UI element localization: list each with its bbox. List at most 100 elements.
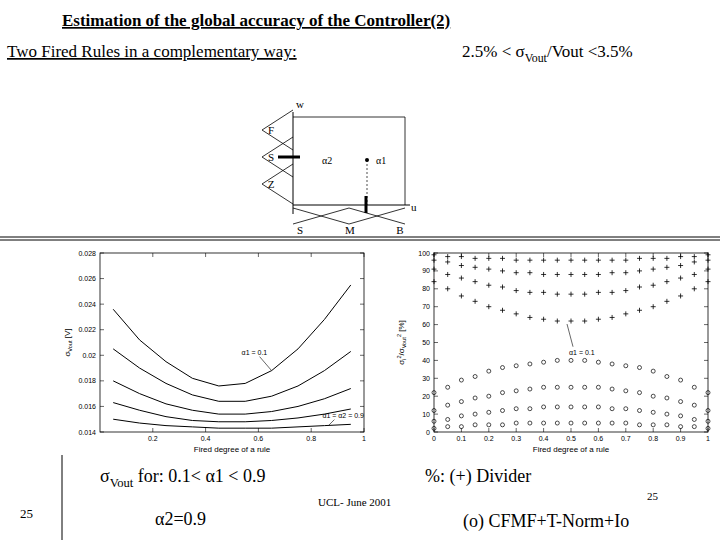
x-tick-label: 0.2 bbox=[148, 435, 158, 442]
plus-marker bbox=[706, 258, 711, 263]
y-tick-label: 10 bbox=[422, 411, 430, 418]
x-tick bbox=[205, 428, 206, 432]
plus-marker bbox=[527, 290, 532, 295]
page-number: 25 bbox=[20, 506, 33, 521]
output-set-label: F bbox=[268, 124, 274, 136]
circle-marker bbox=[583, 405, 587, 409]
circle-marker bbox=[542, 405, 546, 409]
circle-marker bbox=[665, 375, 669, 379]
input-set-label: M bbox=[345, 224, 355, 236]
output-set-shape bbox=[262, 110, 293, 150]
page-number: 25 bbox=[647, 490, 659, 502]
y-tick-label: 0.018 bbox=[78, 377, 96, 384]
x-tick-label: 0.4 bbox=[539, 435, 549, 442]
plus-marker bbox=[637, 308, 642, 313]
plus-marker bbox=[651, 283, 656, 288]
plus-marker bbox=[623, 258, 628, 263]
circle-marker bbox=[569, 385, 573, 389]
circle-marker bbox=[679, 378, 683, 382]
plus-marker bbox=[514, 258, 519, 263]
y-tick bbox=[360, 304, 364, 305]
plus-marker bbox=[500, 256, 505, 261]
output-set-label: Z bbox=[268, 178, 275, 190]
circle-marker bbox=[596, 360, 600, 364]
y-tick bbox=[434, 360, 438, 361]
x-tick bbox=[625, 253, 626, 257]
annotation-arrow bbox=[260, 357, 272, 371]
x-tick bbox=[205, 253, 206, 257]
plus-marker bbox=[555, 319, 560, 324]
x-tick bbox=[543, 428, 544, 432]
y-tick bbox=[434, 253, 438, 254]
rule-box bbox=[293, 117, 405, 205]
y-tick bbox=[100, 304, 104, 305]
y-tick-label: 80 bbox=[422, 285, 430, 292]
circle-marker bbox=[501, 409, 505, 413]
plus-marker bbox=[610, 258, 615, 263]
plus-marker bbox=[473, 299, 478, 304]
circle-marker bbox=[514, 407, 518, 411]
circle-marker bbox=[446, 403, 450, 407]
title: Estimation of the global accuracy of the… bbox=[62, 11, 450, 30]
circle-marker bbox=[638, 366, 642, 370]
x-tick bbox=[708, 428, 709, 432]
plus-marker bbox=[596, 317, 601, 322]
y-tick bbox=[704, 270, 708, 271]
x-tick bbox=[516, 253, 517, 257]
left-caption-part: σ bbox=[100, 466, 110, 486]
circle-marker bbox=[583, 421, 587, 425]
x-tick-label: 0.8 bbox=[648, 435, 658, 442]
circle-marker bbox=[487, 410, 491, 414]
right-caption: (o) CFMF+T-Norm+Io bbox=[463, 511, 629, 532]
y-tick bbox=[434, 396, 438, 397]
u-axis bbox=[293, 205, 410, 206]
annotation: α1 = 0.1 bbox=[569, 349, 595, 356]
circle-marker bbox=[542, 421, 546, 425]
plus-marker bbox=[651, 267, 656, 272]
y-tick bbox=[434, 306, 438, 307]
range-note-part: 2.5% < σ bbox=[462, 42, 525, 61]
plus-marker bbox=[459, 263, 464, 268]
plus-marker bbox=[541, 258, 546, 263]
x-tick bbox=[543, 253, 544, 257]
x-tick-label: 0.5 bbox=[566, 435, 576, 442]
circle-marker bbox=[555, 405, 559, 409]
plus-marker bbox=[596, 272, 601, 277]
circle-marker bbox=[610, 362, 614, 366]
y-tick bbox=[360, 329, 364, 330]
plus-marker bbox=[664, 299, 669, 304]
fuzzy-diagram: wuFSZSMBα2α1 bbox=[262, 98, 417, 236]
input-set-shape bbox=[349, 208, 405, 224]
plus-marker bbox=[445, 254, 450, 259]
plus-marker bbox=[514, 311, 519, 316]
y-tick bbox=[704, 432, 708, 433]
y-tick-label: 20 bbox=[422, 393, 430, 400]
y-axis-label-part: Vout bbox=[67, 340, 73, 352]
plus-marker bbox=[500, 285, 505, 290]
plus-marker bbox=[610, 270, 615, 275]
x-tick-label: 0.8 bbox=[306, 435, 316, 442]
x-tick bbox=[571, 428, 572, 432]
axis-label: u bbox=[411, 201, 417, 213]
y-tick bbox=[434, 288, 438, 289]
plus-marker bbox=[706, 252, 711, 257]
circle-marker bbox=[459, 425, 463, 429]
circle-marker bbox=[692, 417, 696, 421]
x-tick bbox=[311, 253, 312, 257]
range-note: 2.5% < σVout/Vout <3.5% bbox=[462, 42, 633, 65]
circle-marker bbox=[528, 421, 532, 425]
circle-marker bbox=[692, 385, 696, 389]
y-tick bbox=[704, 306, 708, 307]
x-tick bbox=[311, 428, 312, 432]
series-line bbox=[113, 285, 351, 386]
y-tick bbox=[704, 324, 708, 325]
circle-marker bbox=[610, 407, 614, 411]
plus-marker bbox=[445, 259, 450, 264]
circle-marker bbox=[651, 410, 655, 414]
circle-marker bbox=[473, 423, 477, 427]
circle-marker bbox=[528, 387, 532, 391]
circle-marker bbox=[432, 391, 436, 395]
circle-marker bbox=[692, 403, 696, 407]
plus-marker bbox=[664, 256, 669, 261]
circle-marker bbox=[432, 419, 436, 423]
